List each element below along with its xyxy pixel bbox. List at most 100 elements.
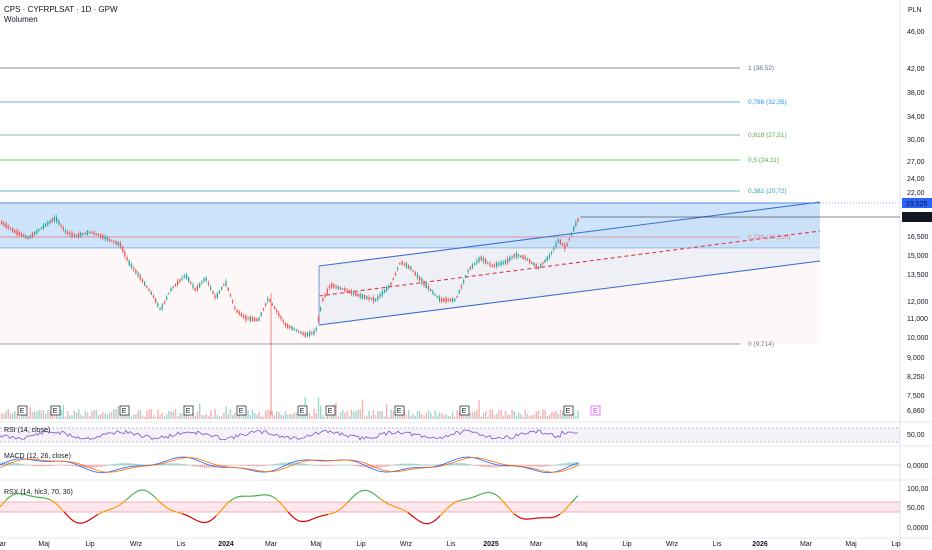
volume-bar xyxy=(548,414,551,419)
rsx-line-segment xyxy=(337,508,341,512)
rsx-line-segment xyxy=(313,517,317,520)
volume-legend[interactable]: Wolumen xyxy=(4,15,38,24)
volume-bar xyxy=(1,413,3,419)
volume-bar xyxy=(31,411,34,419)
candle xyxy=(551,252,553,254)
volume-bar xyxy=(245,413,247,419)
volume-bar xyxy=(496,413,498,419)
rsx-line-segment xyxy=(227,500,231,504)
macd-histogram-bar xyxy=(98,465,100,468)
rsx-line-segment xyxy=(275,498,279,502)
volume-bar xyxy=(265,410,267,419)
rsx-line-segment xyxy=(221,506,225,510)
volume-bar xyxy=(78,409,80,419)
volume-bar xyxy=(337,416,339,419)
candle xyxy=(232,300,234,303)
rsx-line-segment xyxy=(277,500,281,504)
candle xyxy=(489,263,491,266)
volume-bar xyxy=(465,413,467,419)
rsx-line-segment xyxy=(91,516,95,519)
candle xyxy=(128,260,130,266)
volume-bar xyxy=(170,411,172,419)
volume-bar xyxy=(476,409,478,419)
macd-histogram-bar xyxy=(460,462,462,466)
rsx-line-segment xyxy=(63,511,67,515)
rsx-line-segment xyxy=(169,508,173,511)
macd-histogram-bar xyxy=(0,462,2,466)
volume-bar xyxy=(522,416,524,419)
macd-histogram-bar xyxy=(84,465,86,468)
macd-signal-line xyxy=(0,457,579,473)
rsx-line-segment xyxy=(271,495,275,499)
volume-bar xyxy=(117,405,119,419)
candle xyxy=(97,234,100,236)
volume-bar xyxy=(438,412,441,419)
rsx-line-segment xyxy=(83,521,87,524)
candle xyxy=(199,283,201,288)
macd-histogram-bar xyxy=(246,465,248,466)
macd-histogram-bar xyxy=(560,463,562,466)
candle xyxy=(254,317,256,322)
rsx-line-segment xyxy=(129,494,133,497)
rsx-line-segment xyxy=(45,497,49,500)
volume-bar xyxy=(148,409,150,419)
volume-bar xyxy=(108,412,111,419)
macd-histogram-bar xyxy=(104,465,106,466)
macd-histogram-bar xyxy=(552,465,554,466)
candle xyxy=(161,304,163,310)
candle xyxy=(379,294,381,297)
rsx-line-segment xyxy=(401,508,405,511)
rsx-line-segment xyxy=(481,492,485,495)
candle xyxy=(432,291,434,294)
rsx-line-segment xyxy=(341,505,345,509)
macd-histogram-bar xyxy=(134,463,136,466)
candle xyxy=(575,221,577,227)
rsx-line-segment xyxy=(215,513,219,517)
macd-histogram-bar xyxy=(218,465,220,467)
candle xyxy=(234,306,236,309)
rsx-line-segment xyxy=(199,521,203,523)
volume-bar xyxy=(467,412,469,419)
symbol-title[interactable]: CPS · CYFRPLSAT · 1D · GPW xyxy=(4,5,118,14)
macd-histogram-bar xyxy=(144,464,146,466)
rsx-line-segment xyxy=(457,499,461,502)
macd-histogram-bar xyxy=(272,464,274,466)
volume-bar xyxy=(126,412,128,419)
rsx-line-segment xyxy=(125,497,129,501)
candle xyxy=(36,230,38,234)
macd-histogram-bar xyxy=(22,464,24,466)
candle xyxy=(357,293,359,297)
macd-histogram-bar xyxy=(30,465,32,466)
macd-histogram-bar xyxy=(52,465,54,466)
candle xyxy=(203,278,205,282)
candle xyxy=(342,288,344,290)
candle xyxy=(104,236,106,239)
rsx-line-segment xyxy=(109,508,113,510)
macd-histogram-bar xyxy=(210,465,212,468)
candle xyxy=(284,322,287,327)
candle xyxy=(23,234,25,237)
rsx-line-segment xyxy=(87,519,91,522)
volume-bar xyxy=(474,411,476,419)
macd-histogram-bar xyxy=(522,465,524,466)
candle xyxy=(124,251,126,257)
earnings-marker xyxy=(394,405,405,416)
volume-bar xyxy=(291,414,293,419)
volume-bar xyxy=(573,412,575,419)
macd-histogram-bar xyxy=(324,465,326,466)
fib-level-label: 0,382 (20,72) xyxy=(748,188,787,195)
time-axis-label: Wrz xyxy=(666,541,679,548)
volume-bar xyxy=(544,410,546,419)
candle xyxy=(119,242,122,248)
macd-histogram-bar xyxy=(128,463,130,466)
candle xyxy=(192,284,194,288)
candle xyxy=(31,232,34,238)
volume-bar xyxy=(350,409,353,419)
rsx-line-segment xyxy=(569,501,573,505)
volume-bar xyxy=(551,412,553,419)
volume-bar xyxy=(344,413,346,419)
rsx-line-segment xyxy=(315,516,319,519)
rsx-line-segment xyxy=(411,515,415,518)
macd-histogram-bar xyxy=(304,463,306,466)
